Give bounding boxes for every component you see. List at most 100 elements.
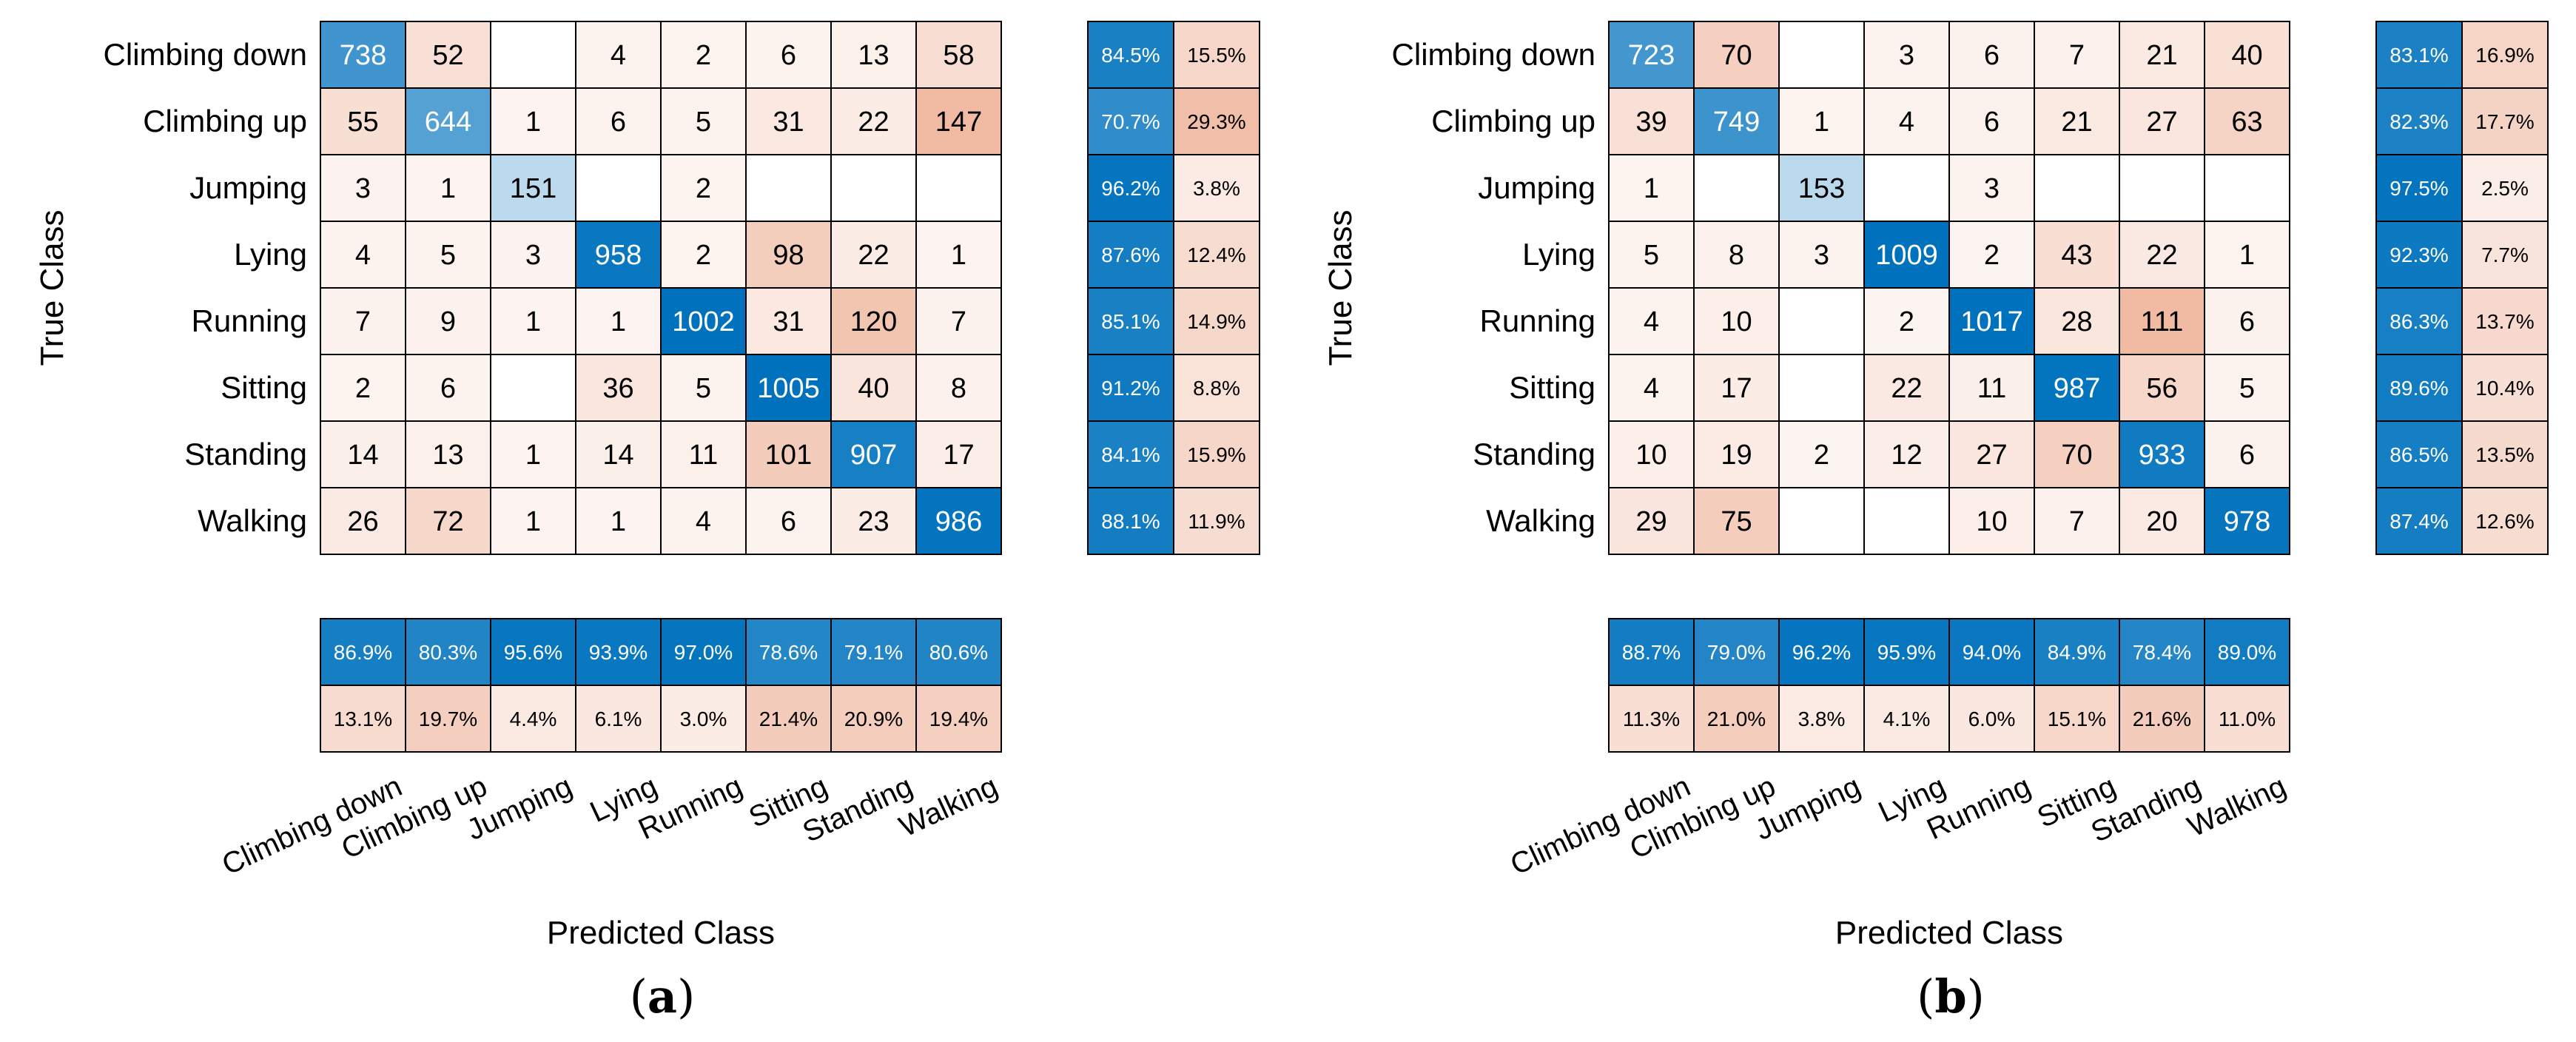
row-summary-correct: 86.3% xyxy=(2390,310,2448,333)
row-label: Jumping xyxy=(189,170,307,205)
matrix-cell xyxy=(2119,154,2205,222)
cell-value: 22 xyxy=(1891,373,1922,404)
row-summary-incorrect: 8.8% xyxy=(1193,377,1240,400)
column-summary-incorrect: 20.9% xyxy=(844,707,903,730)
matrix-cell xyxy=(2204,420,2290,488)
column-summary-correct: 80.6% xyxy=(929,641,988,664)
cell-value: 5 xyxy=(696,373,711,404)
cell-value: 11 xyxy=(1977,373,2006,404)
cell-value: 5 xyxy=(2239,373,2255,404)
cell-value: 17 xyxy=(1721,373,1752,404)
row-summary-incorrect-cell xyxy=(1173,420,1260,488)
matrix-cell xyxy=(1778,487,1865,555)
cell-value: 7 xyxy=(2069,40,2085,71)
matrix-cell xyxy=(2204,21,2290,89)
column-summary-incorrect: 13.1% xyxy=(334,707,392,730)
column-summary-incorrect: 6.1% xyxy=(595,707,642,730)
row-summary-incorrect: 15.5% xyxy=(1187,44,1245,67)
column-summary-incorrect-cell xyxy=(320,685,406,753)
matrix-cell xyxy=(320,21,406,89)
matrix-cell xyxy=(1693,420,1780,488)
row-summary-correct: 70.7% xyxy=(1101,110,1160,133)
row-summary-incorrect: 2.5% xyxy=(2481,177,2529,200)
matrix-cell xyxy=(915,154,1002,222)
column-summary-incorrect: 15.1% xyxy=(2048,707,2106,730)
row-summary-incorrect-cell xyxy=(1173,487,1260,555)
column-summary-incorrect-cell xyxy=(575,685,662,753)
matrix-cell xyxy=(2204,287,2290,355)
column-summary-correct-cell xyxy=(1608,618,1695,686)
row-summary-incorrect: 11.9% xyxy=(1188,510,1245,533)
cell-value: 22 xyxy=(858,240,889,271)
column-summary-correct-cell xyxy=(320,618,406,686)
row-label: Running xyxy=(1480,303,1595,338)
cell-value: 2 xyxy=(696,40,711,71)
cell-value: 6 xyxy=(2239,440,2255,471)
column-summary-incorrect: 6.0% xyxy=(1968,707,2016,730)
matrix-cell xyxy=(575,21,662,89)
row-label: Running xyxy=(192,303,307,338)
column-summary-correct-cell xyxy=(660,618,747,686)
cell-value: 26 xyxy=(347,506,378,537)
row-summary-incorrect: 7.7% xyxy=(2481,243,2529,266)
matrix-cell xyxy=(1778,221,1865,289)
cell-value: 7 xyxy=(951,306,966,337)
column-summary-incorrect-cell xyxy=(2034,685,2120,753)
row-summary-correct-cell xyxy=(1087,287,1174,355)
row-summary-correct: 87.6% xyxy=(1101,243,1160,266)
row-label: Lying xyxy=(1522,237,1595,272)
cell-value: 2 xyxy=(355,373,371,404)
row-summary-incorrect: 15.9% xyxy=(1187,443,1245,466)
row-summary-correct: 92.3% xyxy=(2390,243,2448,266)
row-summary-incorrect-cell xyxy=(1173,287,1260,355)
cell-value: 29 xyxy=(1635,506,1667,537)
x-tick-label: Walking xyxy=(895,770,1003,843)
row-summary-incorrect-cell xyxy=(2461,487,2549,555)
row-summary-incorrect-cell xyxy=(1173,154,1260,222)
column-summary-correct-cell xyxy=(490,618,576,686)
cell-value: 4 xyxy=(1899,107,1914,138)
cell-value: 4 xyxy=(611,40,626,71)
row-summary-correct-cell xyxy=(2375,354,2463,422)
row-summary-incorrect: 29.3% xyxy=(1187,110,1245,133)
matrix-cell xyxy=(1778,87,1865,155)
matrix-cell xyxy=(1693,87,1780,155)
cell-value: 978 xyxy=(2224,506,2270,537)
cell-value: 9 xyxy=(440,306,456,337)
cell-value: 14 xyxy=(347,440,378,471)
column-summary-correct: 80.3% xyxy=(419,641,477,664)
column-summary-correct: 96.2% xyxy=(1792,641,1851,664)
row-summary-incorrect-cell xyxy=(2461,354,2549,422)
column-summary-incorrect: 21.4% xyxy=(759,707,818,730)
matrix-cell xyxy=(1778,287,1865,355)
matrix-cell xyxy=(745,420,832,488)
row-summary-correct-cell xyxy=(1087,487,1174,555)
column-summary-incorrect: 11.3% xyxy=(1623,707,1680,730)
matrix-cell xyxy=(1693,154,1780,222)
row-label: Climbing up xyxy=(1431,104,1595,138)
cell-value: 28 xyxy=(2061,306,2092,337)
row-label: Sitting xyxy=(221,370,307,405)
matrix-cell xyxy=(1778,21,1865,89)
column-summary-correct: 95.6% xyxy=(504,641,562,664)
cell-value: 1 xyxy=(611,306,626,337)
cell-value: 31 xyxy=(773,107,804,138)
matrix-cell xyxy=(745,487,832,555)
column-summary-incorrect-cell xyxy=(405,685,491,753)
matrix-cell xyxy=(2119,221,2205,289)
cell-value: 101 xyxy=(765,440,812,471)
row-summary-correct: 91.2% xyxy=(1101,377,1160,400)
row-label: Climbing down xyxy=(104,37,307,72)
cell-value: 120 xyxy=(850,306,897,337)
matrix-cell xyxy=(490,221,576,289)
cell-value: 21 xyxy=(2146,40,2177,71)
cell-value: 958 xyxy=(595,240,642,271)
row-label: Climbing up xyxy=(143,104,307,138)
cell-value: 1 xyxy=(525,107,541,138)
cell-value: 6 xyxy=(1984,40,2000,71)
matrix-cell xyxy=(1948,87,2035,155)
column-summary-correct: 88.7% xyxy=(1622,641,1681,664)
cell-value: 1 xyxy=(1644,173,1659,204)
cell-value: 70 xyxy=(2061,440,2092,471)
row-summary-incorrect: 13.7% xyxy=(2475,310,2534,333)
